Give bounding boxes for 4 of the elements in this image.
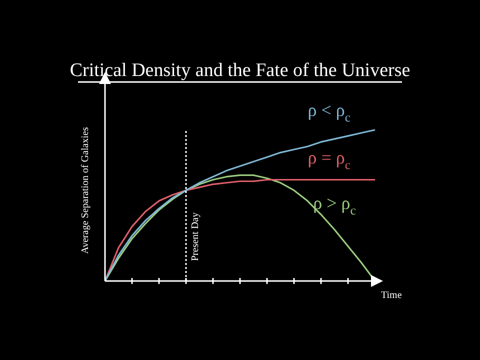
x-axis-title: Time	[381, 290, 402, 301]
annotation: Present Day	[190, 212, 201, 261]
chart-title: Critical Density and the Fate of the Universe	[70, 60, 410, 81]
y-axis-title: Average Separation of Galaxies	[80, 127, 91, 254]
